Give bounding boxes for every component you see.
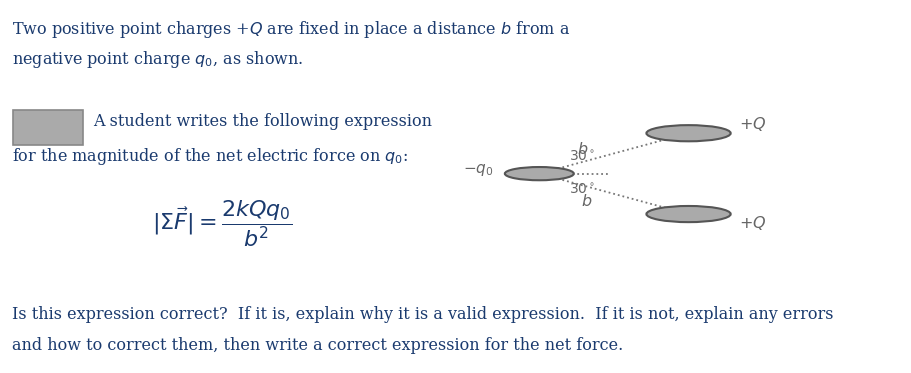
Text: $|\Sigma\vec{F}| = \dfrac{2kQq_0}{b^2}$: $|\Sigma\vec{F}| = \dfrac{2kQq_0}{b^2}$: [152, 198, 292, 248]
Ellipse shape: [646, 206, 730, 222]
Text: $b$: $b$: [580, 193, 591, 210]
Text: Two positive point charges +$Q$ are fixed in place a distance $b$ from a: Two positive point charges +$Q$ are fixe…: [12, 19, 569, 40]
Text: $30^\circ$: $30^\circ$: [568, 150, 595, 164]
Text: negative point charge $q_0$, as shown.: negative point charge $q_0$, as shown.: [12, 49, 303, 70]
Text: and how to correct them, then write a correct expression for the net force.: and how to correct them, then write a co…: [12, 337, 623, 354]
Text: Is this expression correct?  If it is, explain why it is a valid expression.  If: Is this expression correct? If it is, ex…: [12, 306, 833, 323]
Text: A student writes the following expression: A student writes the following expressio…: [93, 113, 432, 130]
Text: $b$: $b$: [577, 141, 588, 158]
Ellipse shape: [505, 167, 573, 180]
Text: for the magnitude of the net electric force on $q_0$:: for the magnitude of the net electric fo…: [12, 146, 408, 167]
Text: $+Q$: $+Q$: [738, 214, 765, 232]
Text: $-q_0$: $-q_0$: [462, 162, 493, 178]
Ellipse shape: [646, 125, 730, 141]
Text: $+Q$: $+Q$: [738, 115, 765, 133]
Text: $30^\circ$: $30^\circ$: [568, 183, 595, 197]
FancyBboxPatch shape: [13, 110, 83, 145]
